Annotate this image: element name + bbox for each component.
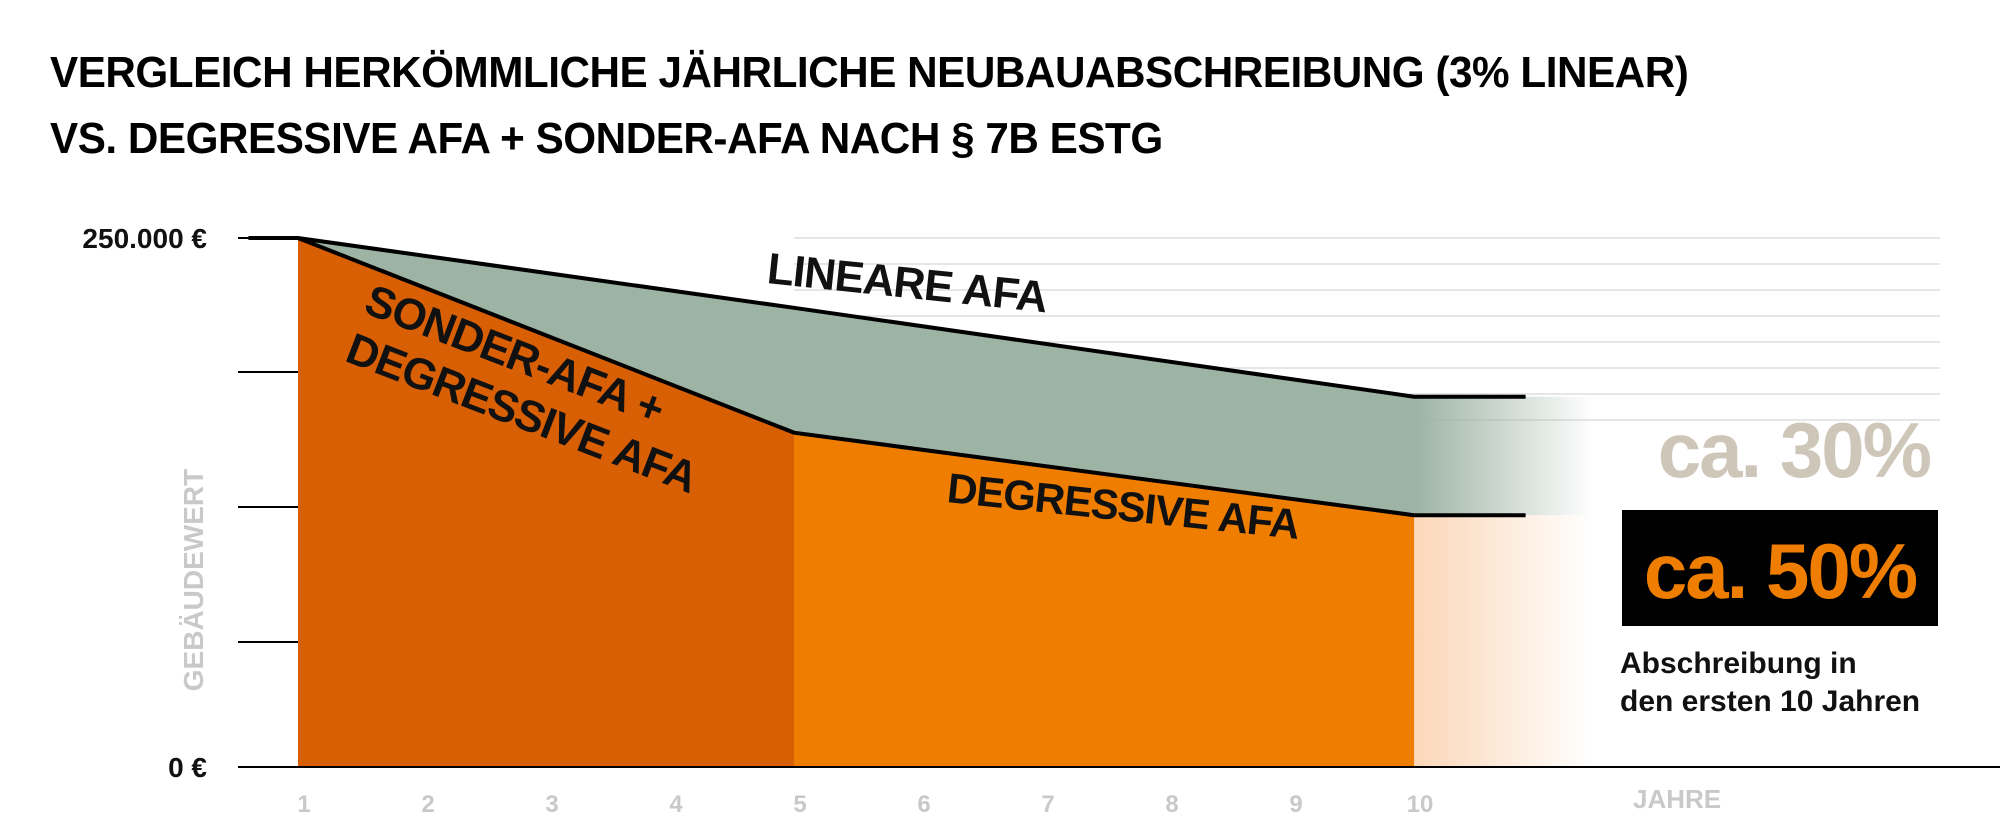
series-line-degressive-afa bbox=[297, 236, 1526, 518]
axes bbox=[238, 237, 2000, 768]
y-axis-label: GEBÄUDEWERT bbox=[178, 469, 209, 691]
pct-badge-50 bbox=[1622, 510, 1938, 626]
annotation-note-line-1: Abschreibung in bbox=[1620, 647, 1857, 680]
x-tick-label: 7 bbox=[1041, 791, 1054, 818]
x-tick-label: 3 bbox=[545, 791, 558, 818]
x-tick-label: 1 bbox=[297, 791, 310, 818]
chart-title-line-1: VERGLEICH HERKÖMMLICHE JÄHRLICHE NEUBAUA… bbox=[50, 48, 1689, 97]
x-tick-label: 2 bbox=[421, 791, 434, 818]
x-tick-label: 5 bbox=[793, 791, 806, 818]
area-degressive-fade bbox=[1414, 515, 1594, 767]
pct-label-30: ca. 30% bbox=[1658, 406, 1931, 494]
x-tick-label: 6 bbox=[917, 791, 930, 818]
area-degressive-afa bbox=[794, 432, 1414, 767]
area-lineare-fade bbox=[1414, 396, 1594, 516]
x-tick-label: 9 bbox=[1289, 791, 1302, 818]
y-tick-label: 250.000 € bbox=[82, 223, 207, 254]
annotation-note-line-2: den ersten 10 Jahren bbox=[1620, 685, 1921, 718]
x-tick-label: 4 bbox=[669, 791, 683, 818]
chart-title-line-2: VS. DEGRESSIVE AFA + SONDER-AFA NACH § 7… bbox=[50, 114, 1163, 163]
x-tick-label: 10 bbox=[1407, 791, 1434, 818]
y-tick-label: 0 € bbox=[168, 752, 207, 783]
pct-label-50: ca. 50% bbox=[1644, 527, 1917, 615]
area-lineare-afa bbox=[298, 238, 1414, 516]
chart-title: VERGLEICH HERKÖMMLICHE JÄHRLICHE NEUBAUA… bbox=[50, 40, 1689, 172]
areas bbox=[298, 238, 1594, 767]
x-tick-label: 8 bbox=[1165, 791, 1178, 818]
annotation-note: Abschreibung in den ersten 10 Jahren bbox=[1620, 645, 1920, 721]
x-axis-label: JAHRE bbox=[1633, 784, 1721, 814]
area-sonder-afa bbox=[298, 238, 794, 767]
